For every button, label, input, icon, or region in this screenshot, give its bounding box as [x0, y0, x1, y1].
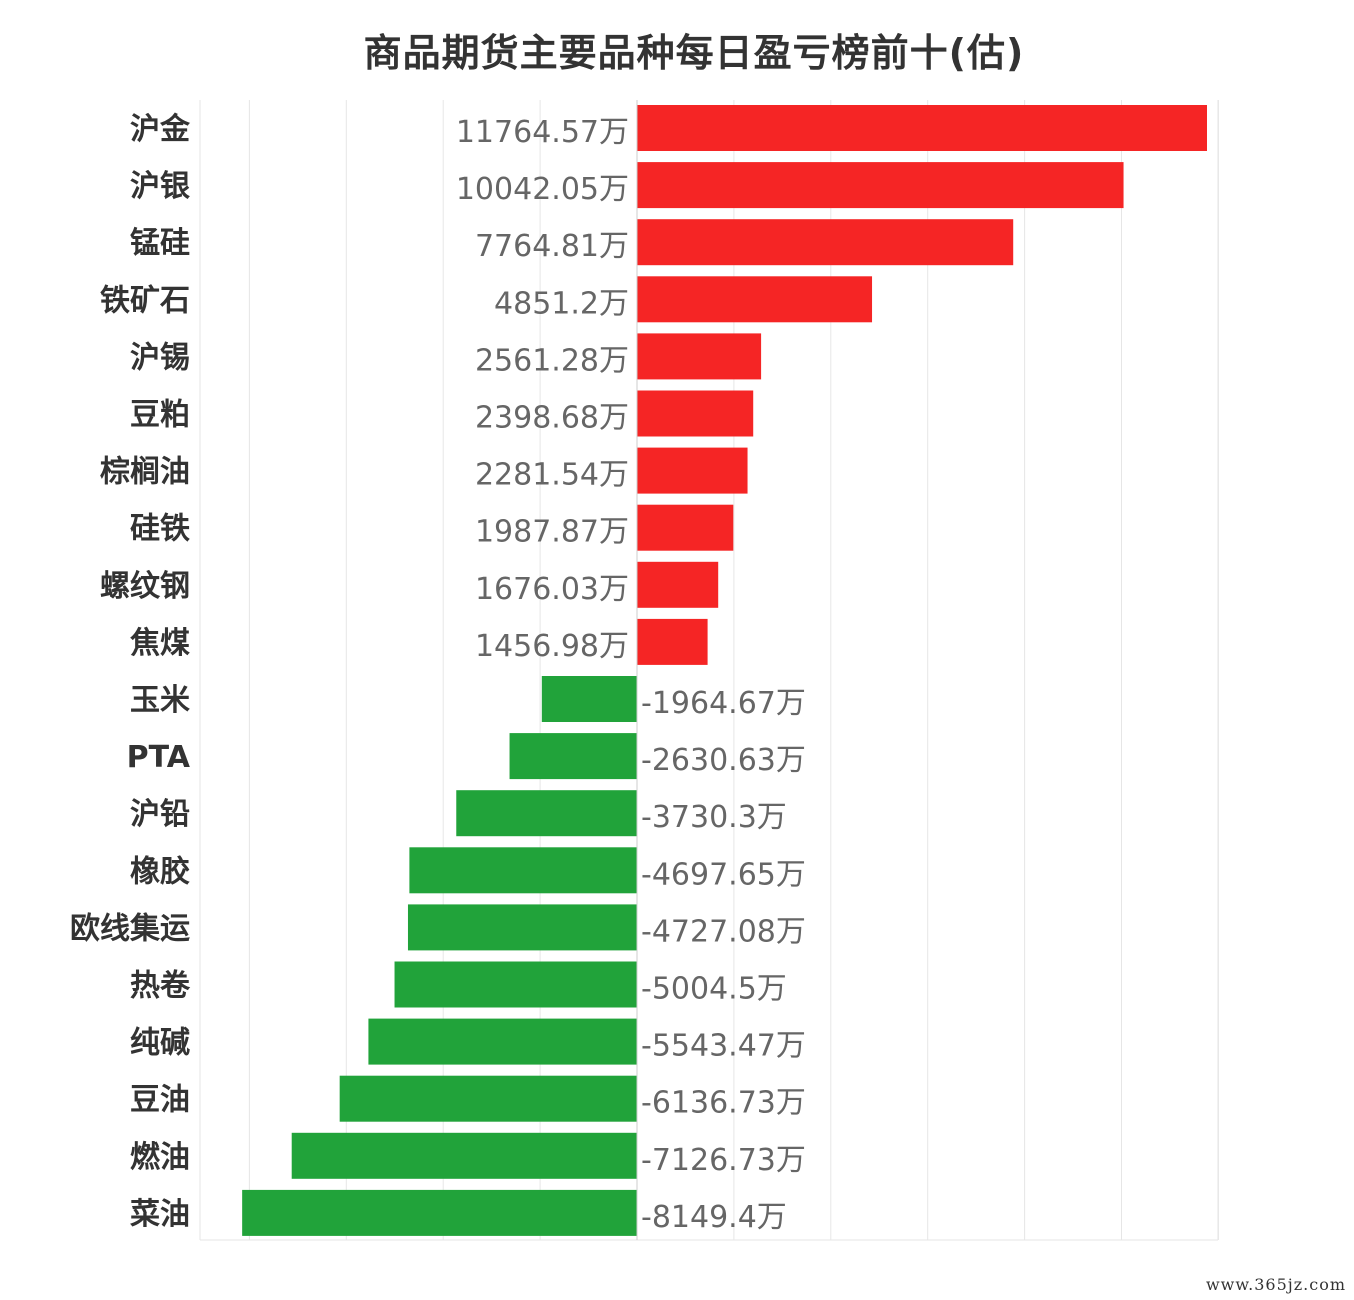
bar: [637, 219, 1014, 266]
value-label: -3730.3万: [641, 800, 787, 835]
value-label: 4851.2万: [494, 286, 629, 321]
bar-layer: [242, 100, 1207, 1240]
chart-title: 商品期货主要品种每日盈亏榜前十(估): [363, 31, 1025, 75]
category-label: 豆粕: [130, 398, 190, 433]
category-label: 焦煤: [130, 626, 190, 661]
value-label: 1456.98万: [475, 629, 629, 664]
bar: [637, 105, 1207, 151]
value-label: 1676.03万: [475, 572, 629, 607]
category-label: 螺纹钢: [100, 569, 190, 604]
category-label: 沪金: [130, 112, 191, 147]
value-label: 10042.05万: [456, 172, 629, 207]
category-label: 纯碱: [130, 1026, 190, 1061]
value-label: 2561.28万: [475, 343, 629, 378]
category-label: 沪锡: [130, 340, 190, 375]
category-label: 沪铅: [130, 797, 190, 832]
value-label: 2281.54万: [475, 458, 629, 493]
watermark: www.365jz.com: [1205, 1275, 1346, 1294]
value-label: 11764.57万: [456, 115, 629, 150]
bar: [637, 333, 762, 380]
category-label: 棕榈油: [100, 455, 190, 490]
category-label: 豆油: [130, 1083, 190, 1118]
grid-layer: [199, 100, 1219, 1241]
bar: [637, 561, 719, 608]
bar: [637, 390, 754, 437]
bar: [394, 961, 637, 1008]
bar: [637, 276, 873, 323]
value-label: -6136.73万: [641, 1086, 806, 1121]
category-label: 菜油: [130, 1197, 190, 1232]
value-label: -8149.4万: [641, 1200, 787, 1235]
bar: [637, 447, 748, 494]
category-label: 橡胶: [130, 854, 190, 889]
category-label: 沪银: [130, 169, 190, 204]
value-label: 1987.87万: [475, 515, 629, 550]
bar: [339, 1075, 637, 1122]
bar: [242, 1189, 637, 1236]
category-label: 锰硅: [130, 226, 190, 261]
value-label: -4697.65万: [641, 857, 806, 892]
bar: [541, 676, 637, 722]
bar: [637, 504, 734, 551]
value-label: -7126.73万: [641, 1143, 806, 1178]
value-label: 7764.81万: [475, 229, 629, 264]
bar: [291, 1132, 637, 1179]
value-label: -1964.67万: [641, 686, 806, 721]
value-label: 2398.68万: [475, 401, 629, 436]
category-label: 玉米: [130, 683, 190, 718]
value-label: -5543.47万: [641, 1029, 806, 1064]
category-label: 铁矿石: [100, 283, 190, 318]
value-label: -5004.5万: [641, 972, 787, 1007]
category-label: 热卷: [130, 969, 191, 1004]
bar: [637, 162, 1124, 209]
category-label: 欧线集运: [70, 911, 190, 946]
category-label: 燃油: [130, 1140, 190, 1175]
category-label: PTA: [127, 740, 191, 775]
category-label: 硅铁: [130, 512, 190, 547]
bar: [456, 790, 637, 837]
bar: [368, 1018, 637, 1065]
bar: [407, 904, 637, 951]
bar: [409, 847, 637, 894]
value-label: -2630.63万: [641, 743, 806, 778]
bar: [509, 733, 637, 780]
bar: [637, 618, 708, 665]
value-label: -4727.08万: [641, 914, 806, 949]
